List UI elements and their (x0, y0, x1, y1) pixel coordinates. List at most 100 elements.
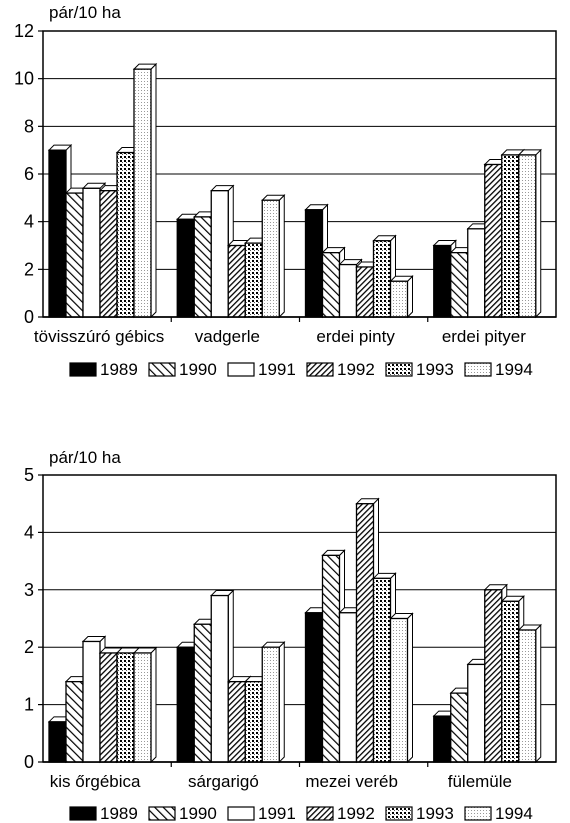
legend-label: 1993 (416, 804, 454, 823)
category-label: kis őrgébica (50, 772, 141, 791)
bar-1992 (355, 266, 375, 318)
legend-swatch-1989 (69, 806, 97, 821)
bar-1990 (193, 216, 212, 318)
bar-1991 (338, 263, 358, 318)
bar-1992 (227, 244, 246, 318)
legend-swatch-1994 (464, 362, 492, 377)
bar-1991 (82, 640, 101, 763)
legend-swatch-1993 (385, 362, 413, 377)
chart-2-category-labels: kis őrgébica sárgarigó mezei veréb fülemüle (50, 762, 512, 791)
category-label: mezei veréb (305, 772, 398, 791)
bar-1989 (433, 715, 452, 763)
chart-2-y-axis: 0 1 2 3 4 5 (24, 465, 43, 772)
bar-1992 (355, 503, 375, 763)
legend-swatch-1992 (306, 362, 334, 377)
legend-label: 1989 (100, 804, 138, 823)
bar-1994 (261, 199, 280, 318)
y-tick-label: 2 (24, 259, 34, 279)
bar-side (278, 194, 285, 319)
bar-side (150, 62, 157, 319)
chart-2-bars (43, 497, 556, 764)
bar-1989 (48, 149, 67, 318)
legend-label: 1990 (179, 804, 217, 823)
bar-1992 (99, 652, 118, 763)
y-tick-label: 4 (24, 522, 34, 542)
bar-1990 (450, 692, 469, 763)
bar-1989 (304, 209, 324, 318)
legend-swatch-1991 (227, 806, 255, 821)
legend-swatch-1993 (385, 806, 413, 821)
y-tick-label: 10 (14, 69, 34, 89)
category-label: erdei pinty (316, 327, 395, 346)
bar-1993 (372, 240, 392, 318)
bar-1991 (467, 663, 486, 763)
bar-1993 (501, 600, 520, 763)
bar-1991 (210, 190, 229, 318)
bar-1992 (484, 589, 503, 763)
y-tick-label: 0 (24, 307, 34, 327)
chart-1-category-labels: tövisszúró gébics vadgerle erdei pinty erde… (34, 317, 526, 346)
bar-1993 (116, 151, 135, 318)
legend-label: 1991 (258, 804, 296, 823)
bar-1992 (227, 680, 246, 763)
y-tick-label: 2 (24, 637, 34, 657)
bar-side (407, 612, 413, 764)
bar-1993 (372, 577, 392, 763)
bar-1990 (321, 554, 341, 763)
bar-1993 (501, 154, 520, 318)
legend-label: 1994 (495, 360, 533, 379)
chart-1-y-axis: 0 2 4 6 8 10 12 (14, 21, 43, 327)
y-tick-label: 12 (14, 21, 34, 41)
bar-1989 (48, 721, 67, 763)
y-tick-label: 8 (24, 116, 34, 136)
bar-1993 (244, 242, 263, 318)
bar-1991 (338, 612, 358, 763)
bar-1994 (518, 629, 537, 763)
legend-label: 1991 (258, 360, 296, 379)
category-label: erdei pityer (442, 327, 526, 346)
bar-1989 (176, 218, 195, 318)
legend-label: 1989 (100, 360, 138, 379)
legend-swatch-1990 (148, 362, 176, 377)
legend-label: 1990 (179, 360, 217, 379)
bar-1994 (261, 646, 280, 763)
y-tick-label: 5 (24, 465, 34, 485)
bar-1990 (65, 680, 84, 763)
bar-1989 (176, 646, 195, 763)
y-tick-label: 6 (24, 164, 34, 184)
bar-side (407, 275, 413, 319)
category-label: vadgerle (195, 327, 260, 346)
bar-side (278, 640, 285, 764)
bar-1994 (518, 154, 537, 318)
legend-label: 1993 (416, 360, 454, 379)
legend-swatch-1992 (306, 806, 334, 821)
y-tick-label: 0 (24, 752, 34, 772)
chart-2: pár/10 ha 0 1 2 3 4 5 kis őrgébica sárgarigó me… (24, 448, 557, 823)
bar-1991 (210, 594, 229, 763)
bar-side (150, 646, 157, 764)
bar-1991 (467, 228, 486, 318)
bar-1992 (99, 190, 118, 318)
bar-1990 (321, 251, 341, 318)
legend-label: 1992 (337, 360, 375, 379)
bar-1990 (65, 192, 84, 318)
bar-1991 (82, 187, 101, 318)
chart-1-legend: 1989 1990 1991 1992 1993 1994 (69, 360, 533, 379)
chart-1: pár/10 ha 0 2 4 6 8 10 12 tövisszúró gébics vad… (14, 3, 557, 379)
chart-2-legend: 1989 1990 1991 1992 1993 1994 (69, 804, 533, 823)
bar-1992 (484, 163, 503, 318)
chart-2-unit-label: pár/10 ha (49, 448, 121, 467)
y-tick-label: 1 (24, 695, 34, 715)
legend-label: 1994 (495, 804, 533, 823)
bar-1994 (133, 68, 152, 318)
legend-label: 1992 (337, 804, 375, 823)
legend-swatch-1989 (69, 362, 97, 377)
bar-1989 (433, 244, 452, 318)
category-label: sárgarigó (188, 772, 259, 791)
bar-1994 (389, 617, 409, 763)
bar-side (535, 623, 542, 764)
category-label: tövisszúró gébics (34, 327, 164, 346)
legend-swatch-1990 (148, 806, 176, 821)
legend-swatch-1991 (227, 362, 255, 377)
